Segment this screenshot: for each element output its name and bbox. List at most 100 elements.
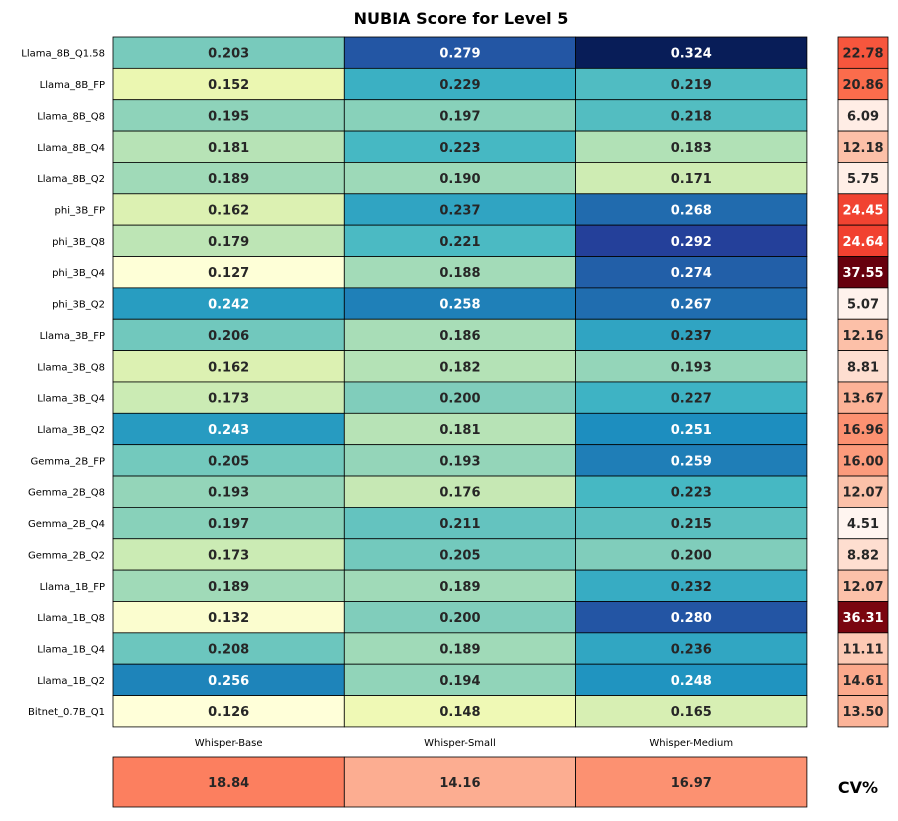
- row-cv-value-label: 12.16: [842, 329, 883, 344]
- row-tick-label: Llama_1B_Q8: [37, 613, 105, 624]
- row-cv-value-label: 4.51: [847, 517, 879, 532]
- column-tick-label: Whisper-Medium: [649, 738, 733, 749]
- cell-value-label: 0.206: [208, 329, 249, 344]
- cell-value-label: 0.237: [439, 203, 480, 218]
- cell-value-label: 0.189: [439, 643, 480, 658]
- heatmap-cell: [112, 695, 345, 728]
- heatmap-cell: [575, 193, 808, 226]
- heatmap-cell: [112, 193, 345, 226]
- heatmap-cell: [112, 36, 345, 69]
- heatmap-cell: [112, 444, 345, 477]
- cell-value-label: 0.256: [208, 674, 249, 689]
- row-cv-cell: [837, 381, 889, 414]
- heatmap-cell: [575, 224, 808, 257]
- column-cv-cell: [575, 756, 808, 808]
- cell-value-label: 0.193: [208, 486, 249, 501]
- row-cv-value-label: 12.18: [842, 141, 883, 156]
- cell-value-label: 0.148: [439, 705, 480, 720]
- heatmap-cell: [575, 444, 808, 477]
- cell-value-label: 0.193: [439, 454, 480, 469]
- row-cv-cell: [837, 569, 889, 602]
- row-tick-label: Llama_3B_Q8: [37, 362, 105, 373]
- row-cv-value-label: 13.50: [842, 705, 883, 720]
- cell-value-label: 0.182: [439, 360, 480, 375]
- main-heatmap: 0.203 0.279 0.324 0.152 0.229 0.219 0.195 0.197…: [112, 36, 808, 728]
- heatmap-cell: [575, 569, 808, 602]
- heatmap-cell: [575, 506, 808, 540]
- row-cv-value-label: 12.07: [842, 486, 883, 501]
- heatmap-cell: [343, 256, 576, 289]
- row-tick-label: Llama_8B_Q8: [37, 111, 105, 122]
- cv-label: CV%: [838, 778, 878, 797]
- row-cv-cell: [837, 412, 889, 446]
- row-cv-value-label: 8.82: [847, 548, 879, 563]
- heatmap-cell: [112, 130, 345, 163]
- heatmap-cell: [575, 162, 808, 195]
- cell-value-label: 0.211: [439, 517, 480, 532]
- heatmap-cell: [112, 224, 345, 257]
- heatmap-cell: [575, 475, 808, 508]
- cell-value-label: 0.223: [439, 141, 480, 156]
- heatmap-cell: [343, 99, 576, 132]
- cell-value-label: 0.200: [439, 611, 480, 626]
- row-cv-value-label: 12.07: [842, 580, 883, 595]
- row-tick-label: Llama_1B_FP: [40, 582, 105, 593]
- cell-value-label: 0.195: [208, 109, 249, 124]
- cell-value-label: 0.193: [671, 360, 712, 375]
- heatmap-cell: [343, 569, 576, 602]
- row-cv-cell: [837, 663, 889, 696]
- heatmap-cell: [343, 538, 576, 571]
- cell-value-label: 0.218: [671, 109, 712, 124]
- cell-value-label: 0.186: [439, 329, 480, 344]
- heatmap-cell: [112, 506, 345, 540]
- cell-value-label: 0.237: [671, 329, 712, 344]
- cell-value-label: 0.227: [671, 392, 712, 407]
- heatmap-cell: [575, 36, 808, 69]
- cell-value-label: 0.200: [439, 392, 480, 407]
- row-tick-label: Gemma_2B_Q2: [28, 550, 105, 561]
- cell-value-label: 0.127: [208, 266, 249, 281]
- row-cv-value-label: 36.31: [842, 611, 883, 626]
- row-cv-value-label: 37.55: [842, 266, 883, 281]
- cell-value-label: 0.152: [208, 78, 249, 93]
- row-tick-label: Llama_8B_Q1.58: [21, 49, 105, 60]
- heatmap-cell: [343, 381, 576, 414]
- cell-value-label: 0.203: [208, 47, 249, 62]
- column-labels: Whisper-Base Whisper-Small Whisper-Medium: [195, 738, 733, 749]
- row-cv-value-label: 5.75: [847, 172, 879, 187]
- row-cv-cell: [837, 601, 889, 634]
- row-cv-cell: [837, 538, 889, 571]
- cell-value-label: 0.179: [208, 235, 249, 250]
- cell-value-label: 0.194: [439, 674, 480, 689]
- column-cv-cell: [112, 756, 345, 808]
- row-cv-cell: [837, 475, 889, 508]
- row-cv-value-label: 24.45: [842, 203, 883, 218]
- cell-value-label: 0.232: [671, 580, 712, 595]
- column-tick-label: Whisper-Small: [424, 738, 496, 749]
- column-tick-label: Whisper-Base: [195, 738, 263, 749]
- row-cv-value-label: 8.81: [847, 360, 879, 375]
- cell-value-label: 0.259: [671, 454, 712, 469]
- cell-value-label: 0.236: [671, 643, 712, 658]
- cell-value-label: 0.251: [671, 423, 712, 438]
- row-cv-value-label: 14.61: [842, 674, 883, 689]
- cell-value-label: 0.162: [208, 360, 249, 375]
- column-cv-value-label: 16.97: [671, 776, 712, 791]
- row-labels: Llama_8B_Q1.58 Llama_8B_FP Llama_8B_Q8 Llam…: [21, 49, 105, 719]
- row-cv-cell: [837, 695, 889, 728]
- cell-value-label: 0.188: [439, 266, 480, 281]
- row-tick-label: phi_3B_Q2: [52, 300, 105, 311]
- cell-value-label: 0.279: [439, 47, 480, 62]
- cell-value-label: 0.215: [671, 517, 712, 532]
- row-cv-cell: [837, 99, 889, 132]
- cell-value-label: 0.242: [208, 298, 249, 313]
- heatmap-cell: [575, 318, 808, 351]
- cell-value-label: 0.221: [439, 235, 480, 250]
- cell-value-label: 0.190: [439, 172, 480, 187]
- row-cv-value-label: 16.96: [842, 423, 883, 438]
- row-cv-value-label: 24.64: [842, 235, 883, 250]
- heatmap-cell: [343, 601, 576, 634]
- heatmap-cell: [112, 318, 345, 351]
- cell-value-label: 0.267: [671, 298, 712, 313]
